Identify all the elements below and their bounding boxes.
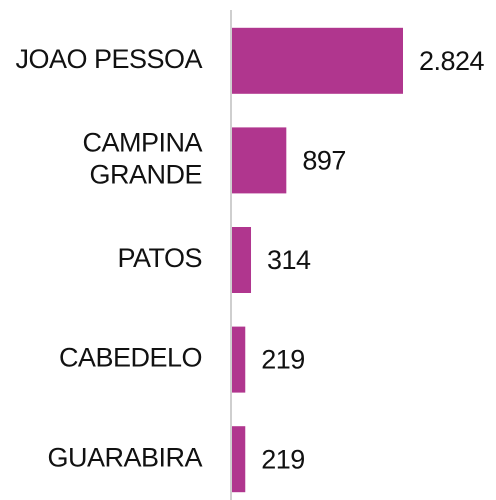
category-label: PATOS [117,243,202,273]
value-label: 219 [261,444,305,474]
bar [232,127,287,194]
bar [232,426,246,493]
value-label: 2.824 [419,46,485,76]
category-label: GUARABIRA [47,442,202,472]
bar [232,27,403,94]
value-label: 314 [267,245,311,275]
value-label: 219 [261,345,305,375]
category-label: JOAO PESSOA [15,44,202,74]
bar [232,326,246,393]
bar [232,227,252,293]
category-label: CABEDELO [59,343,202,373]
value-label: 897 [302,146,346,176]
category-label: CAMPINA GRANDE [82,128,202,190]
